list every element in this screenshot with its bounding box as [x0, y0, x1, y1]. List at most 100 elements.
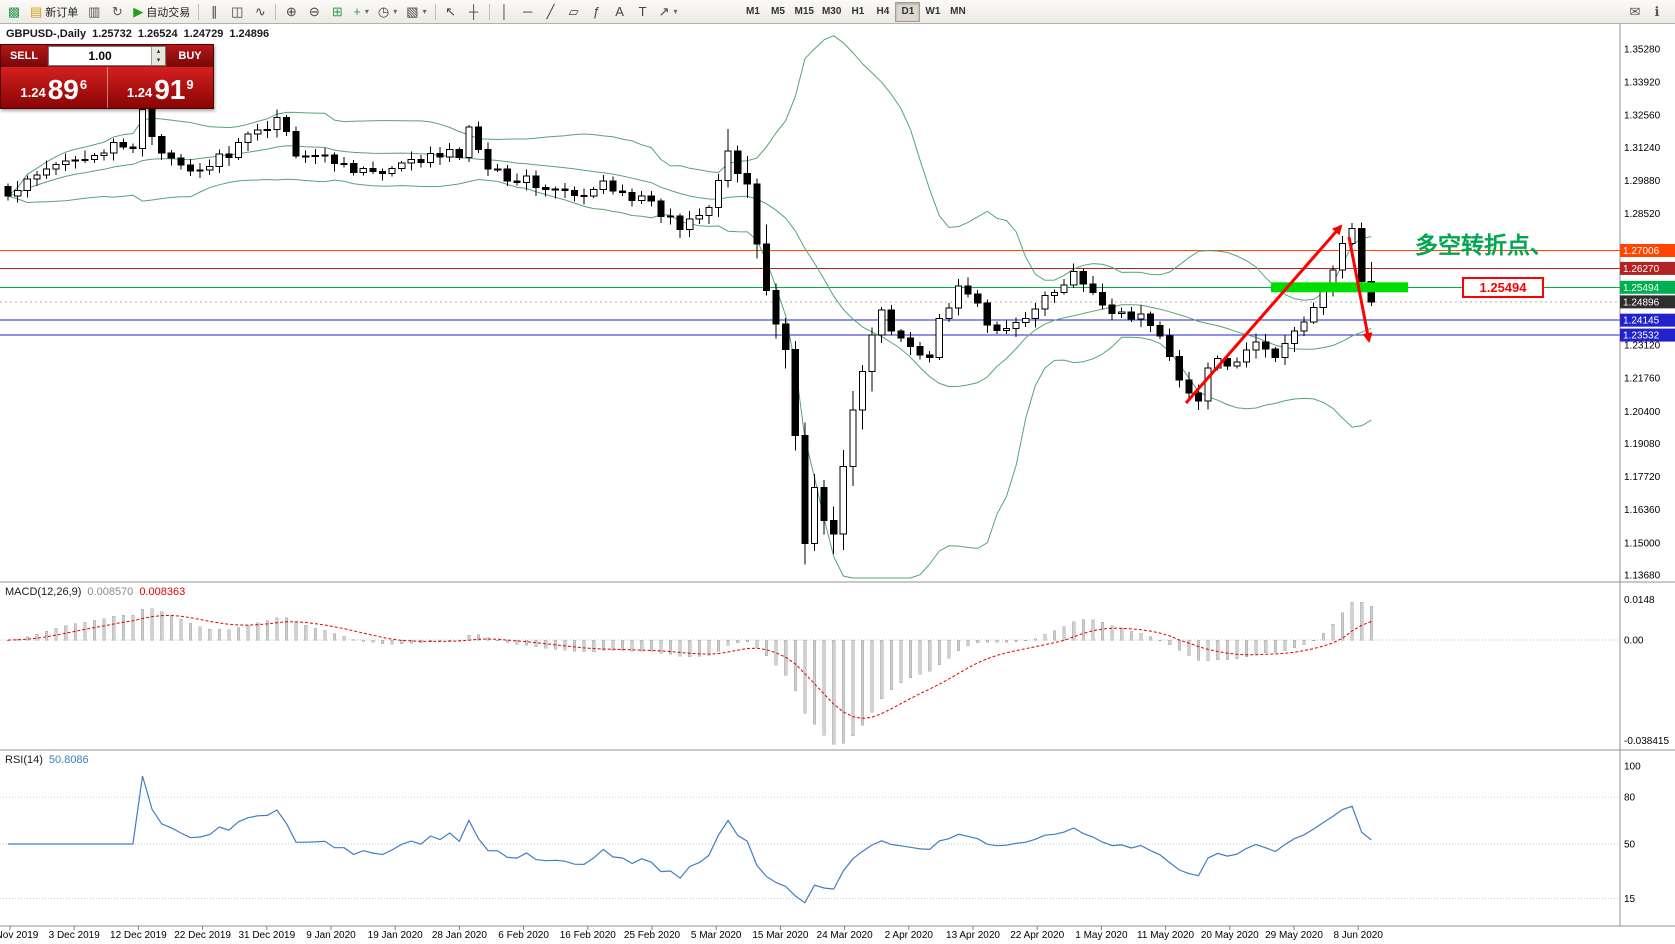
- timeframe-m5[interactable]: M5: [771, 6, 785, 17]
- candle: [551, 188, 559, 191]
- candle: [263, 128, 271, 131]
- sell-price-button[interactable]: 1.24 89 6: [1, 67, 107, 108]
- candle: [666, 215, 675, 218]
- svg-text:1.16360: 1.16360: [1624, 505, 1661, 516]
- candle: [772, 289, 780, 325]
- svg-text:1.20400: 1.20400: [1624, 407, 1661, 418]
- timeframe-m15[interactable]: M15: [794, 6, 814, 17]
- svg-text:5 Mar 2020: 5 Mar 2020: [691, 930, 742, 941]
- hline-button[interactable]: ─: [517, 2, 539, 22]
- volume-field: ▴ ▾: [48, 46, 166, 66]
- trade-panel-top-row: SELL ▴ ▾ BUY: [1, 45, 213, 67]
- svg-text:1.25494: 1.25494: [1623, 283, 1660, 294]
- sell-button[interactable]: SELL: [1, 45, 47, 67]
- support-zone: [1271, 282, 1408, 293]
- volume-decrease-button[interactable]: ▾: [152, 56, 165, 65]
- volume-input[interactable]: [49, 47, 151, 65]
- candle: [753, 183, 761, 245]
- buy-button[interactable]: BUY: [167, 45, 213, 67]
- print-button[interactable]: ▥: [83, 2, 105, 22]
- timeframe-m30[interactable]: M30: [821, 6, 842, 17]
- chart-candles-button[interactable]: ◫: [226, 2, 248, 22]
- cursor-button[interactable]: ↖: [440, 2, 462, 22]
- templates-button-icon: ▧: [406, 4, 419, 19]
- timeframe-h4[interactable]: H4: [876, 6, 890, 17]
- print-button-icon: ▥: [88, 4, 101, 19]
- candle: [81, 158, 89, 161]
- channel-button[interactable]: ▱: [563, 2, 585, 22]
- buy-price-button[interactable]: 1.24 91 9: [108, 67, 214, 108]
- candle: [436, 153, 444, 158]
- candle: [935, 317, 943, 358]
- candle: [810, 486, 819, 544]
- new-order-button[interactable]: ▤ 新订单: [26, 2, 82, 22]
- timeframe-w1[interactable]: W1: [925, 6, 941, 17]
- fibonacci-button-icon: ƒ: [592, 4, 601, 19]
- candle: [676, 215, 684, 231]
- time-axis: 24 Nov 2019 3 Dec 2019 12 Dec 2019 22 Dec 2…: [0, 926, 1383, 941]
- templates-button-caret-icon: ▾: [422, 7, 427, 16]
- candle: [378, 171, 387, 174]
- candle: [196, 169, 204, 172]
- text-button[interactable]: A: [609, 2, 631, 22]
- candle: [868, 334, 876, 373]
- svg-text:3 Dec 2019: 3 Dec 2019: [49, 930, 101, 941]
- candle: [724, 150, 732, 182]
- fibonacci-button[interactable]: ƒ: [586, 2, 608, 22]
- tile-windows-button[interactable]: ⊞: [326, 2, 348, 22]
- toolbar-right-group: ✉ ℹ: [1624, 2, 1668, 22]
- autotrading-button-icon: ▶: [133, 4, 144, 19]
- svg-text:1.19080: 1.19080: [1624, 439, 1661, 450]
- candle: [340, 162, 348, 165]
- candle: [321, 154, 329, 157]
- label-button[interactable]: T: [632, 2, 654, 22]
- candle: [119, 141, 127, 148]
- periods-button[interactable]: ◷ ▾: [374, 2, 401, 22]
- arrows-button[interactable]: ↗ ▾: [655, 2, 682, 22]
- indicators-button[interactable]: + ▾: [349, 2, 373, 22]
- candle: [570, 190, 579, 196]
- candle: [484, 149, 492, 170]
- svg-text:6 Feb 2020: 6 Feb 2020: [498, 930, 549, 941]
- message-button[interactable]: ✉: [1624, 2, 1646, 22]
- volume-increase-button[interactable]: ▴: [152, 47, 165, 56]
- trendline-button[interactable]: ╱: [540, 2, 562, 22]
- candle: [1271, 348, 1279, 358]
- vline-button[interactable]: │: [494, 2, 516, 22]
- price-tag: [1620, 261, 1675, 275]
- svg-text:1.27006: 1.27006: [1623, 246, 1660, 257]
- candle: [302, 155, 310, 158]
- rsi-line: [8, 775, 1372, 904]
- autotrading-button[interactable]: ▶ 自动交易: [129, 2, 194, 22]
- refresh-button[interactable]: ↻: [106, 2, 128, 22]
- candle: [1242, 349, 1251, 363]
- info-button[interactable]: ℹ: [1646, 2, 1668, 22]
- price-tag: [1620, 328, 1675, 342]
- candle: [839, 465, 847, 535]
- svg-text:11 May 2020: 11 May 2020: [1137, 930, 1195, 941]
- timeframe-d1[interactable]: D1: [895, 1, 921, 22]
- crosshair-button[interactable]: ┼: [463, 2, 485, 22]
- candle: [878, 309, 886, 336]
- candle: [90, 154, 99, 160]
- candle: [1089, 283, 1097, 293]
- candle: [1204, 367, 1212, 402]
- chart-bars-button[interactable]: ∥: [203, 2, 225, 22]
- timeframe-h1[interactable]: H1: [851, 6, 865, 17]
- timeframe-m1[interactable]: M1: [746, 6, 760, 17]
- chart-line-button[interactable]: ∿: [249, 2, 271, 22]
- candle: [1156, 325, 1164, 337]
- app-icon[interactable]: ▩: [3, 2, 25, 22]
- templates-button[interactable]: ▧ ▾: [402, 2, 430, 22]
- timeframe-mn[interactable]: MN: [950, 6, 966, 17]
- candle: [350, 162, 358, 173]
- zoom-out-button[interactable]: ⊖: [303, 2, 325, 22]
- candle: [561, 188, 569, 192]
- candle: [1185, 379, 1193, 394]
- candle: [1108, 304, 1116, 315]
- symbol-period-label: GBPUSD-,Daily: [6, 28, 87, 40]
- zoom-in-button[interactable]: ⊕: [280, 2, 302, 22]
- candle: [1031, 308, 1039, 320]
- svg-text:1.32560: 1.32560: [1624, 111, 1661, 122]
